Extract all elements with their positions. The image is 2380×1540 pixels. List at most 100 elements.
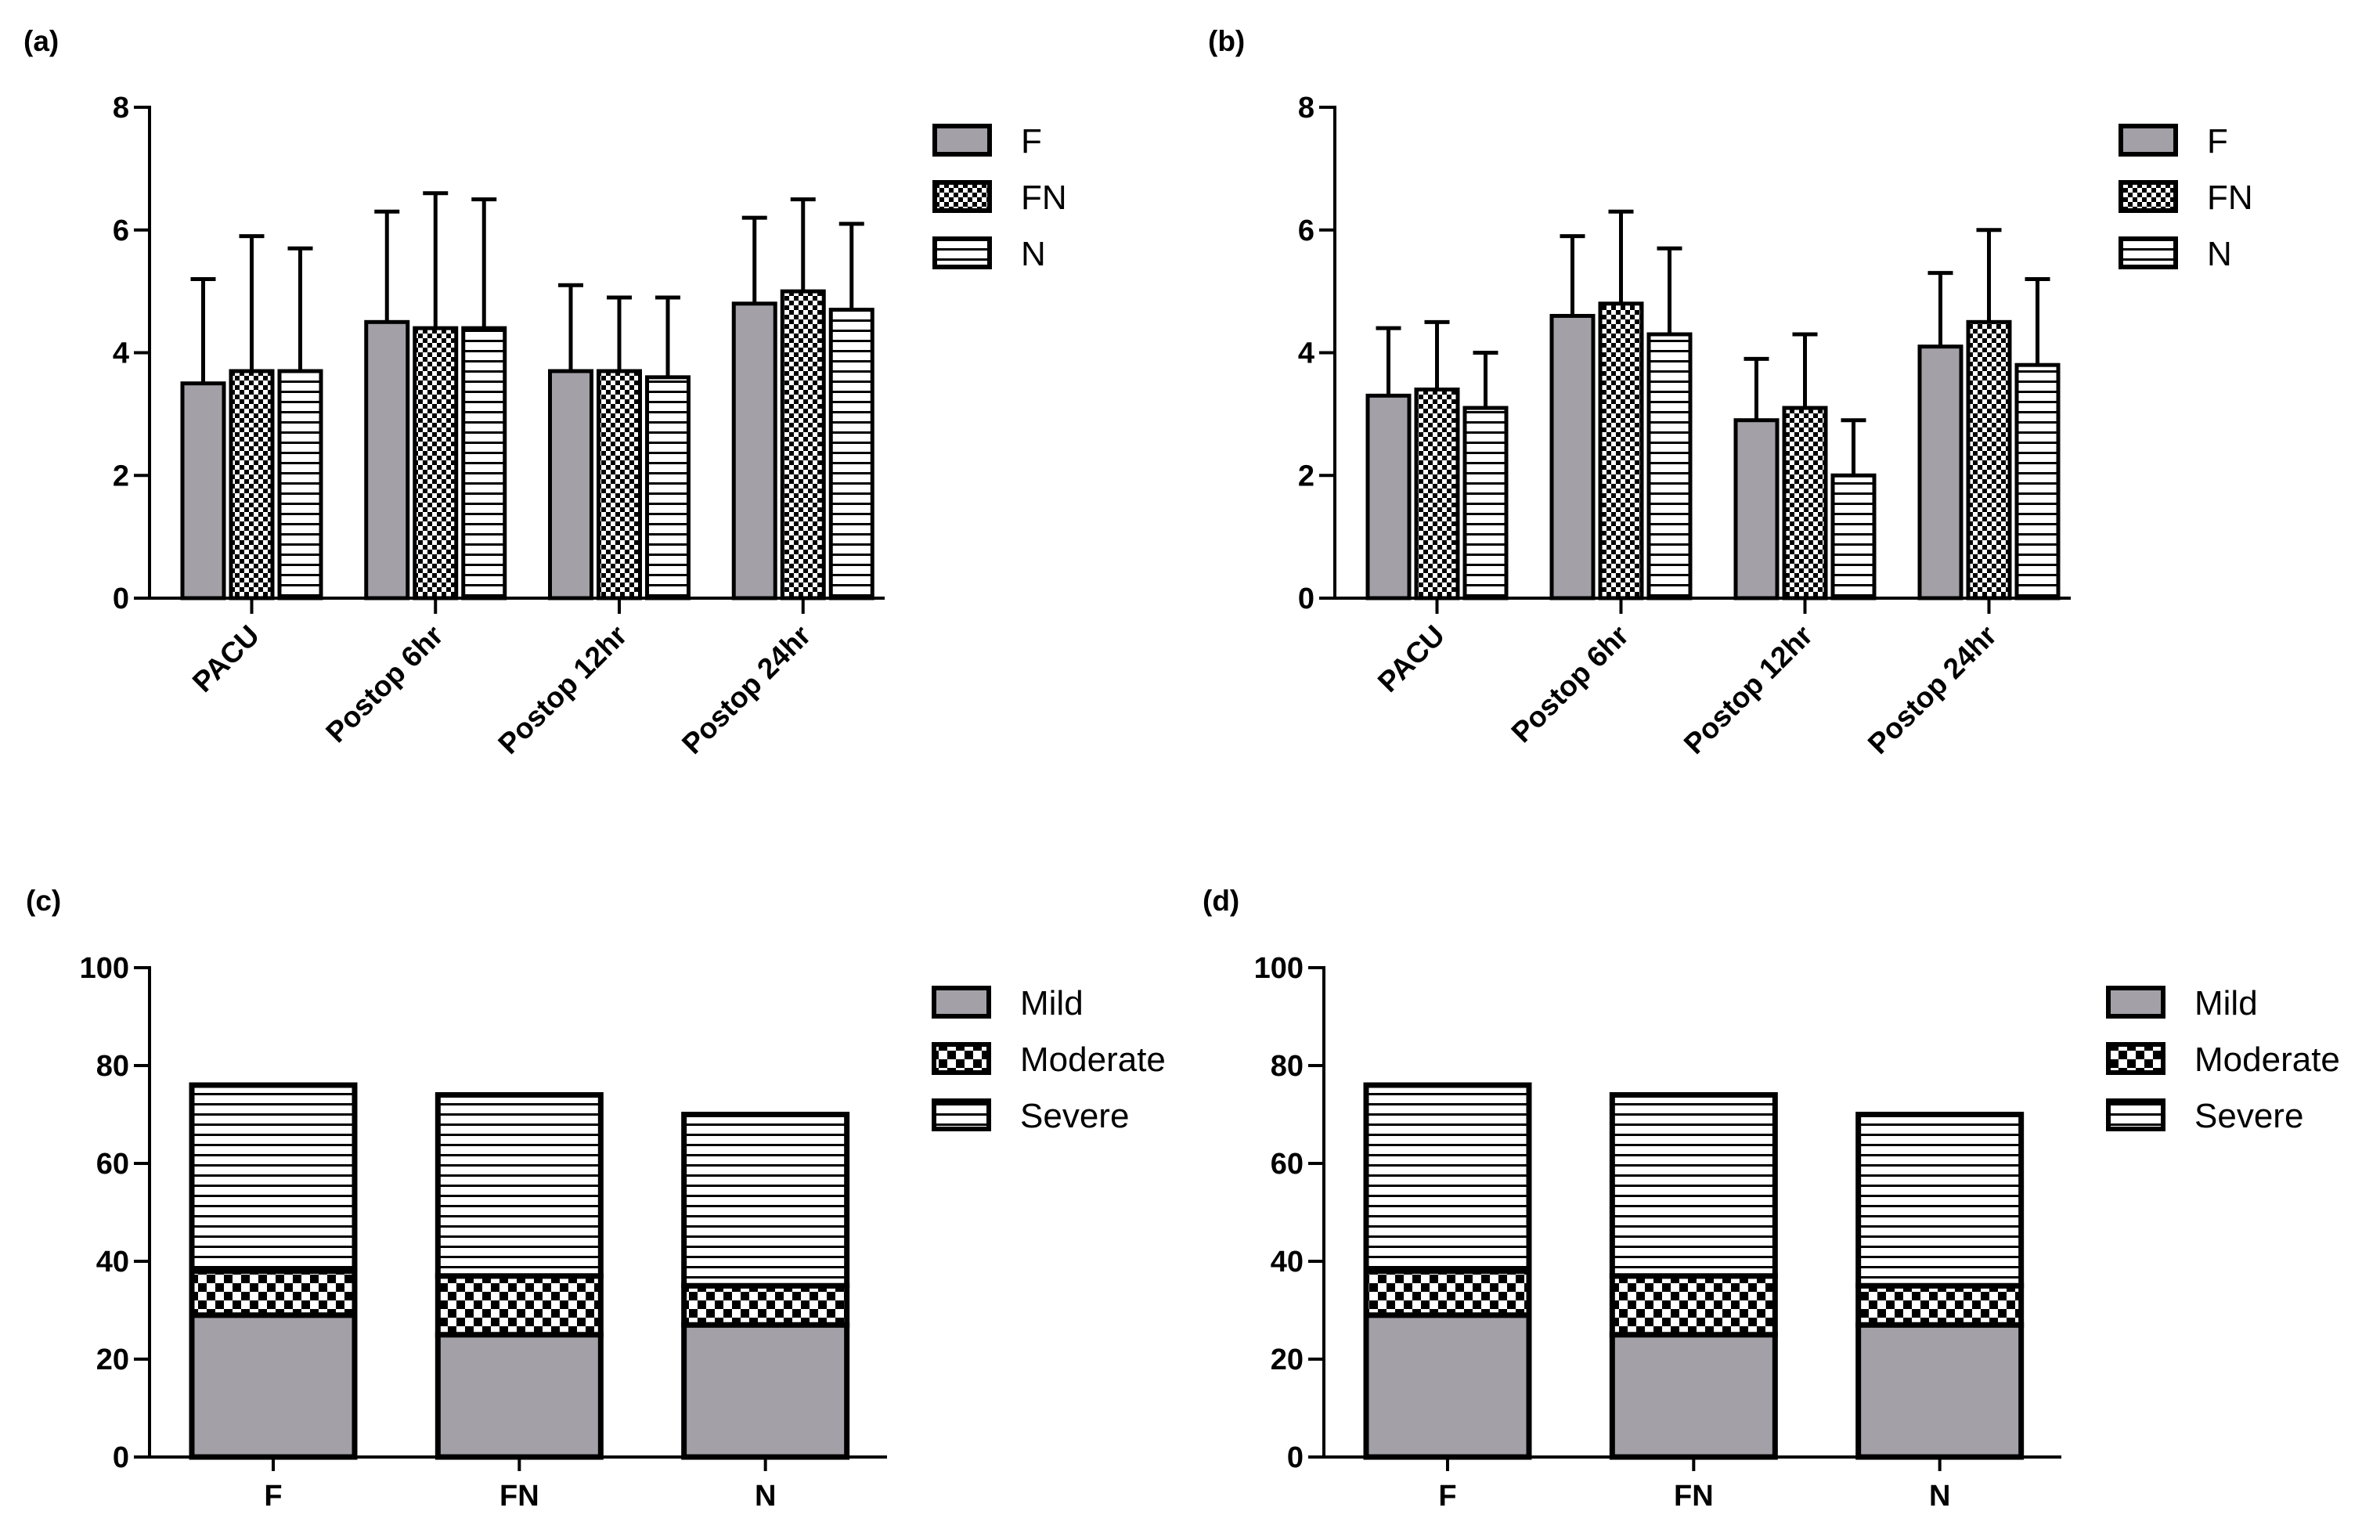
- bar-severe-2: [1855, 1112, 2025, 1289]
- y-tick-label: 8: [1298, 92, 1314, 124]
- x-category-label: Postop 6hr: [1506, 619, 1635, 749]
- x-category-label: Postop 24hr: [676, 619, 817, 760]
- legend-label-mild: Mild: [1020, 984, 1084, 1022]
- legend-label-n: N: [2207, 235, 2232, 273]
- bar-f-1: [1549, 313, 1596, 600]
- legend-swatch-mild: [932, 986, 991, 1019]
- panel-label-b: (b): [1208, 25, 1245, 57]
- bar-severe-2: [681, 1112, 850, 1289]
- y-tick-label: 6: [1298, 215, 1314, 247]
- y-tick-label: 4: [113, 337, 129, 370]
- bar-f-1: [364, 319, 410, 600]
- panel-a: (a) 0 2 4 6 8 PACU Postop 6hr Postop 12hr Postop…: [23, 25, 1067, 760]
- x-category-label: PACU: [1372, 619, 1451, 698]
- y-tick-label: 0: [1298, 582, 1314, 615]
- y-tick-label: 80: [96, 1050, 129, 1083]
- legend-swatch-moderate: [2106, 1042, 2165, 1075]
- legend-label-f: F: [2207, 122, 2228, 160]
- bar-mild-1: [1609, 1332, 1778, 1460]
- bar-n-1: [1646, 332, 1693, 600]
- legend-label-fn: FN: [2207, 179, 2253, 217]
- legend-swatch-fn: [932, 180, 992, 213]
- bar-moderate-2: [1855, 1282, 2025, 1328]
- bar-mild-2: [681, 1322, 850, 1460]
- legend-swatch-f: [2119, 124, 2178, 157]
- legend-swatch-mild: [2106, 986, 2165, 1019]
- bar-mild-2: [1855, 1322, 2025, 1460]
- chart-d: 0 20 40 60 80 100 F FN N Mild Moderate Severe: [1254, 952, 2340, 1513]
- legend-label-moderate: Moderate: [2194, 1040, 2340, 1079]
- bar-fn-1: [1598, 301, 1644, 600]
- legend-label-n: N: [1021, 235, 1046, 273]
- bar-n-3: [828, 308, 874, 600]
- bar-n-1: [461, 326, 507, 600]
- bar-f-3: [1917, 344, 1964, 600]
- bar-moderate-1: [1609, 1273, 1778, 1338]
- y-tick-label: 60: [96, 1148, 129, 1181]
- panel-label-a: (a): [23, 25, 59, 57]
- x-category-label: PACU: [186, 619, 265, 698]
- x-category-label: F: [264, 1480, 282, 1513]
- bar-n-3: [2014, 362, 2061, 600]
- bar-n-0: [1462, 406, 1509, 600]
- bar-mild-1: [435, 1332, 604, 1460]
- bar-n-2: [1830, 473, 1877, 600]
- x-category-label: FN: [1674, 1480, 1714, 1513]
- bar-f-2: [548, 369, 593, 600]
- y-tick-label: 2: [113, 460, 129, 492]
- bar-mild-0: [189, 1312, 358, 1460]
- legend-label-f: F: [1021, 122, 1042, 160]
- legend-label-severe: Severe: [1020, 1097, 1129, 1135]
- panel-label-c: (c): [26, 885, 61, 917]
- legend-swatch-severe: [2106, 1098, 2165, 1131]
- bar-f-3: [731, 301, 777, 600]
- chart-c: 0 20 40 60 80 100 F FN N Mild Moderate Severe: [80, 952, 1166, 1513]
- bar-f-0: [1365, 393, 1412, 600]
- legend-swatch-fn: [2119, 180, 2178, 213]
- bar-fn-2: [1782, 406, 1828, 600]
- legend-label-severe: Severe: [2194, 1097, 2303, 1135]
- bar-moderate-0: [1363, 1268, 1532, 1318]
- bar-mild-0: [1363, 1312, 1532, 1460]
- bar-severe-1: [435, 1092, 604, 1279]
- y-tick-label: 80: [1271, 1050, 1304, 1083]
- y-tick-label: 40: [96, 1246, 129, 1279]
- panel-c: (c) 0 20 40 60 80 100 F FN N Mild Moderate Severe: [26, 885, 1166, 1513]
- panel-d: (d) 0 20 40 60 80 100 F FN N Mild Moderate Severe: [1203, 885, 2340, 1513]
- y-tick-label: 8: [113, 92, 129, 124]
- bar-fn-0: [1414, 388, 1460, 600]
- x-category-label: Postop 6hr: [319, 619, 449, 749]
- y-tick-label: 40: [1271, 1246, 1304, 1279]
- x-category-label: Postop 12hr: [1678, 619, 1819, 760]
- legend-swatch-n: [2119, 236, 2178, 269]
- x-category-label: Postop 12hr: [492, 619, 633, 760]
- y-tick-label: 100: [80, 952, 129, 985]
- bar-moderate-0: [189, 1268, 358, 1318]
- chart-a: 0 2 4 6 8 PACU Postop 6hr Postop 12hr Postop 24h…: [113, 92, 1067, 760]
- legend-swatch-moderate: [932, 1042, 991, 1075]
- legend-swatch-severe: [932, 1098, 991, 1131]
- chart-b: 0 2 4 6 8 PACU Postop 6hr Postop 12hr Postop 24h…: [1298, 92, 2253, 760]
- y-tick-label: 2: [1298, 460, 1314, 492]
- legend-label-fn: FN: [1021, 179, 1067, 217]
- y-tick-label: 100: [1254, 952, 1304, 985]
- y-tick-label: 6: [113, 215, 129, 247]
- bar-f-0: [180, 381, 226, 600]
- x-category-label: N: [1929, 1480, 1950, 1513]
- x-category-label: F: [1438, 1480, 1456, 1513]
- legend-label-mild: Mild: [2194, 984, 2258, 1022]
- bar-severe-1: [1609, 1092, 1778, 1279]
- bar-fn-3: [1966, 319, 2012, 600]
- bar-fn-3: [780, 289, 826, 600]
- legend-swatch-f: [932, 124, 992, 157]
- bar-moderate-1: [435, 1273, 604, 1338]
- y-tick-label: 0: [113, 1441, 129, 1474]
- x-category-label: FN: [499, 1480, 539, 1513]
- bar-n-0: [277, 369, 323, 600]
- y-tick-label: 0: [1287, 1441, 1304, 1474]
- panel-b: (b) 0 2 4 6 8 PACU Postop 6hr Postop 12hr Postop…: [1208, 25, 2253, 760]
- x-category-label: N: [755, 1480, 776, 1513]
- legend-swatch-n: [932, 236, 992, 269]
- x-category-label: Postop 24hr: [1862, 619, 2003, 760]
